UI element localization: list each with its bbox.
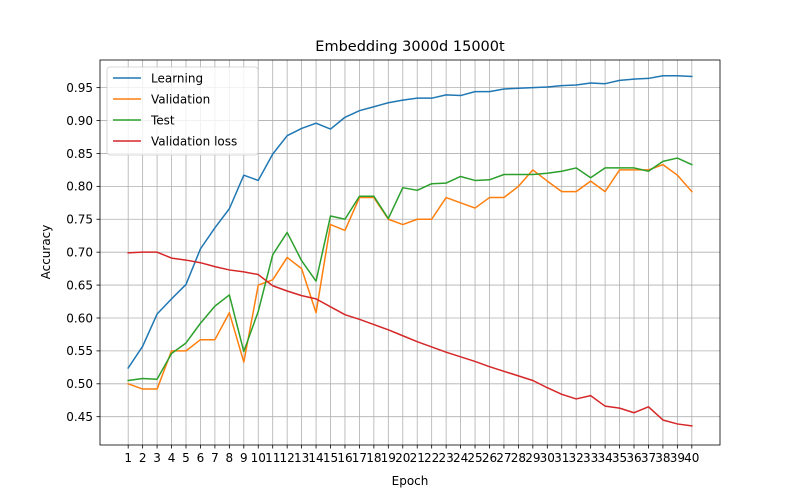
x-tick-label: 6 [197, 451, 205, 465]
x-tick-label: 19 [381, 451, 396, 465]
legend-label-validation-loss: Validation loss [151, 135, 237, 149]
x-tick-label: 3 [153, 451, 161, 465]
y-tick-label: 0.95 [66, 81, 93, 95]
legend-box [106, 66, 259, 156]
x-tick-label: 16 [337, 451, 352, 465]
x-tick-label: 25 [467, 451, 482, 465]
x-tick-label: 9 [240, 451, 248, 465]
y-tick-label: 0.60 [66, 311, 93, 325]
legend: Learning Validation Test Validation loss [106, 66, 259, 156]
x-tick-label: 11 [265, 451, 280, 465]
y-tick-label: 0.55 [66, 344, 93, 358]
x-tick-label: 33 [583, 451, 598, 465]
x-tick-label: 21 [410, 451, 425, 465]
y-tick-label: 0.85 [66, 147, 93, 161]
x-tick-label: 34 [597, 451, 612, 465]
x-tick-label: 17 [352, 451, 367, 465]
y-tick-label: 0.45 [66, 410, 93, 424]
x-tick-label: 23 [438, 451, 453, 465]
x-tick-label: 7 [211, 451, 219, 465]
y-axis-ticks: 0.45 0.50 0.55 0.60 0.65 0.70 0.75 0.80 0.85 0.90… [66, 81, 100, 424]
legend-label-learning: Learning [151, 72, 203, 86]
series-line-test [127, 157, 693, 382]
x-tick-label: 14 [308, 451, 323, 465]
series-lines [127, 75, 693, 427]
x-tick-label: 13 [294, 451, 309, 465]
x-tick-label: 4 [168, 451, 176, 465]
x-tick-label: 31 [554, 451, 569, 465]
y-tick-label: 0.80 [66, 180, 93, 194]
x-tick-label: 2 [139, 451, 147, 465]
legend-label-test: Test [150, 114, 175, 128]
y-tick-label: 0.90 [66, 114, 93, 128]
x-tick-label: 36 [626, 451, 641, 465]
chart-title: Embedding 3000d 15000t [315, 39, 505, 55]
x-tick-label: 28 [511, 451, 526, 465]
series-line-validation-loss [127, 251, 693, 427]
x-tick-label: 10 [251, 451, 266, 465]
legend-label-validation: Validation [151, 93, 210, 107]
x-tick-label: 40 [684, 451, 699, 465]
y-tick-label: 0.70 [66, 245, 93, 259]
x-tick-label: 37 [641, 451, 656, 465]
x-tick-label: 35 [612, 451, 627, 465]
x-tick-label: 1 [124, 451, 132, 465]
x-tick-label: 32 [569, 451, 584, 465]
x-tick-label: 27 [496, 451, 511, 465]
y-tick-label: 0.50 [66, 377, 93, 391]
series-line-learning [127, 75, 693, 370]
x-tick-label: 30 [540, 451, 555, 465]
x-axis-label: Epoch [392, 474, 429, 488]
x-tick-label: 22 [424, 451, 439, 465]
x-tick-label: 5 [182, 451, 190, 465]
y-axis-label: Accuracy [39, 225, 53, 280]
x-tick-label: 26 [482, 451, 497, 465]
x-tick-label: 39 [670, 451, 685, 465]
x-tick-label: 12 [280, 451, 295, 465]
x-tick-label: 15 [323, 451, 338, 465]
y-tick-label: 0.75 [66, 213, 93, 227]
x-tick-label: 18 [366, 451, 381, 465]
x-tick-label: 29 [525, 451, 540, 465]
x-tick-label: 24 [453, 451, 468, 465]
x-tick-label: 20 [395, 451, 410, 465]
y-tick-label: 0.65 [66, 278, 93, 292]
x-tick-label: 38 [655, 451, 670, 465]
series-line-validation [127, 163, 693, 390]
x-tick-label: 8 [226, 451, 234, 465]
x-axis-ticks: 1 2 3 4 5 6 7 8 9 10 11 12 13 14 15 16 17 18 19 20 21 22 23 24 2… [124, 445, 699, 465]
